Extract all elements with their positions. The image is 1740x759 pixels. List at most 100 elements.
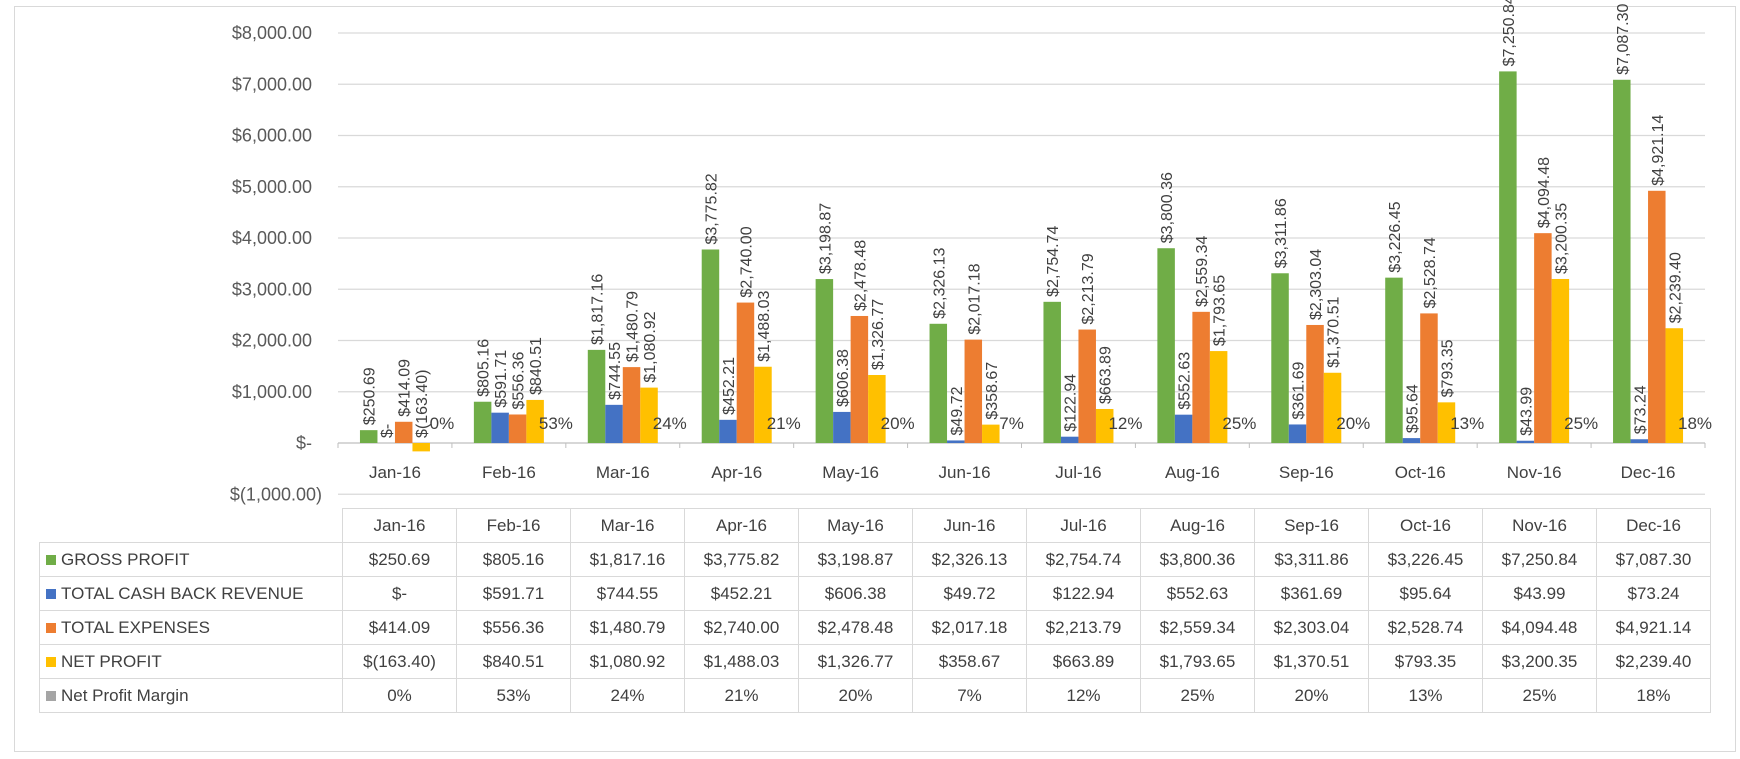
data-label: $1,326.77 bbox=[870, 299, 887, 370]
data-label: $3,311.86 bbox=[1273, 198, 1290, 268]
bar-net-profit bbox=[412, 443, 430, 452]
table-cell: $4,094.48 bbox=[1482, 610, 1597, 645]
table-cell: $556.36 bbox=[456, 610, 571, 645]
data-label: $- bbox=[379, 424, 396, 438]
margin-data-label: 13% bbox=[1450, 414, 1484, 433]
data-label: $414.09 bbox=[397, 359, 414, 417]
data-label: $2,528.74 bbox=[1422, 237, 1439, 308]
data-label: $1,080.92 bbox=[642, 311, 659, 382]
table-row: TOTAL CASH BACK REVENUE $- $591.71 $744.55 $… bbox=[39, 576, 1711, 611]
table-cell: $2,740.00 bbox=[684, 610, 799, 645]
bar-gross-profit bbox=[1271, 273, 1289, 443]
column-header: Nov-16 bbox=[1482, 508, 1597, 543]
bar-total-expenses bbox=[622, 367, 641, 443]
bar-net-profit bbox=[1323, 372, 1342, 443]
table-cell: 7% bbox=[912, 678, 1027, 713]
data-label: $7,087.30 bbox=[1615, 3, 1632, 74]
table-cell: $2,528.74 bbox=[1368, 610, 1483, 645]
bar-total-expenses bbox=[1192, 311, 1210, 443]
table-cell: $663.89 bbox=[1026, 644, 1141, 679]
bar-total-expenses bbox=[736, 302, 755, 443]
margin-data-label: 20% bbox=[1336, 414, 1370, 433]
bar-total-cash-back-revenue bbox=[1402, 438, 1421, 443]
x-tick-label: Jun-16 bbox=[939, 463, 991, 482]
data-label: $663.89 bbox=[1098, 346, 1115, 404]
table-cell: $1,793.65 bbox=[1140, 644, 1255, 679]
bar-net-profit bbox=[1551, 278, 1570, 443]
table-cell: $3,311.86 bbox=[1254, 542, 1369, 577]
margin-data-label: 24% bbox=[653, 414, 687, 433]
bar-total-expenses bbox=[394, 421, 413, 443]
series-name: TOTAL CASH BACK REVENUE bbox=[61, 583, 304, 603]
table-cell: 0% bbox=[342, 678, 457, 713]
table-cell: $2,478.48 bbox=[798, 610, 913, 645]
data-label: $2,559.34 bbox=[1194, 236, 1211, 307]
bar-total-cash-back-revenue bbox=[833, 411, 851, 443]
margin-data-label: 25% bbox=[1564, 414, 1598, 433]
bar-total-expenses bbox=[1306, 324, 1324, 443]
table-cell: $1,326.77 bbox=[798, 644, 913, 679]
data-label: $452.21 bbox=[721, 357, 738, 415]
series-legend-cell: GROSS PROFIT bbox=[39, 542, 343, 577]
column-header: Apr-16 bbox=[684, 508, 799, 543]
table-cell: 20% bbox=[1254, 678, 1369, 713]
table-cell: $1,370.51 bbox=[1254, 644, 1369, 679]
data-label: $4,094.48 bbox=[1536, 157, 1553, 228]
x-tick-label: Feb-16 bbox=[482, 463, 536, 482]
x-tick-label: Nov-16 bbox=[1507, 463, 1562, 482]
table-cell: 21% bbox=[684, 678, 799, 713]
x-tick-label: Dec-16 bbox=[1621, 463, 1676, 482]
y-tick-label: $7,000.00 bbox=[232, 74, 312, 94]
table-cell: $2,559.34 bbox=[1140, 610, 1255, 645]
table-cell: $73.24 bbox=[1596, 576, 1711, 611]
table-cell: $3,200.35 bbox=[1482, 644, 1597, 679]
table-row: Net Profit Margin 0% 53% 24% 21% 20% 7% 12% 25% 2… bbox=[39, 678, 1711, 713]
table-cell: 25% bbox=[1140, 678, 1255, 713]
data-label: $2,326.13 bbox=[931, 248, 948, 319]
x-tick-label: Oct-16 bbox=[1395, 463, 1446, 482]
y-tick-label: $6,000.00 bbox=[232, 126, 312, 146]
bar-net-profit bbox=[982, 424, 1000, 443]
table-cell: $7,087.30 bbox=[1596, 542, 1711, 577]
table-cell: $1,080.92 bbox=[570, 644, 685, 679]
table-cell: $744.55 bbox=[570, 576, 685, 611]
table-cell: $43.99 bbox=[1482, 576, 1597, 611]
table-cell: $2,239.40 bbox=[1596, 644, 1711, 679]
table-cell: $- bbox=[342, 576, 457, 611]
data-label: $3,198.87 bbox=[817, 203, 834, 274]
bar-gross-profit bbox=[929, 323, 948, 443]
table-cell: $2,754.74 bbox=[1026, 542, 1141, 577]
y-tick-label: $1,000.00 bbox=[232, 382, 312, 402]
legend-key-icon bbox=[46, 554, 56, 565]
data-label: $1,488.03 bbox=[756, 290, 773, 361]
bar-net-profit bbox=[1209, 351, 1228, 443]
data-label: $1,793.65 bbox=[1212, 275, 1229, 346]
data-label: $2,239.40 bbox=[1667, 252, 1684, 323]
data-label: $43.99 bbox=[1518, 387, 1535, 436]
table-cell: $2,213.79 bbox=[1026, 610, 1141, 645]
bar-gross-profit bbox=[1613, 79, 1631, 443]
series-name: GROSS PROFIT bbox=[61, 549, 190, 569]
margin-data-label: 25% bbox=[1222, 414, 1256, 433]
data-label: $744.55 bbox=[607, 342, 624, 400]
table-cell: $591.71 bbox=[456, 576, 571, 611]
bar-gross-profit bbox=[473, 401, 492, 443]
data-label: $552.63 bbox=[1177, 352, 1194, 410]
bar-total-expenses bbox=[1534, 233, 1552, 443]
table-cell: $3,198.87 bbox=[798, 542, 913, 577]
data-label: $805.16 bbox=[476, 339, 493, 397]
series-legend-cell: NET PROFIT bbox=[39, 644, 343, 679]
data-label: $250.69 bbox=[362, 367, 379, 425]
bar-total-cash-back-revenue bbox=[947, 440, 965, 443]
bar-total-cash-back-revenue bbox=[605, 404, 623, 443]
table-cell: 18% bbox=[1596, 678, 1711, 713]
bar-total-expenses bbox=[850, 315, 869, 443]
table-cell: $361.69 bbox=[1254, 576, 1369, 611]
series-legend-cell: TOTAL EXPENSES bbox=[39, 610, 343, 645]
data-label: $606.38 bbox=[835, 349, 852, 407]
bar-gross-profit bbox=[1157, 248, 1175, 443]
column-header: Jul-16 bbox=[1026, 508, 1141, 543]
data-label: $358.67 bbox=[984, 362, 1001, 420]
table-cell: 53% bbox=[456, 678, 571, 713]
bar-net-profit bbox=[1665, 328, 1684, 443]
